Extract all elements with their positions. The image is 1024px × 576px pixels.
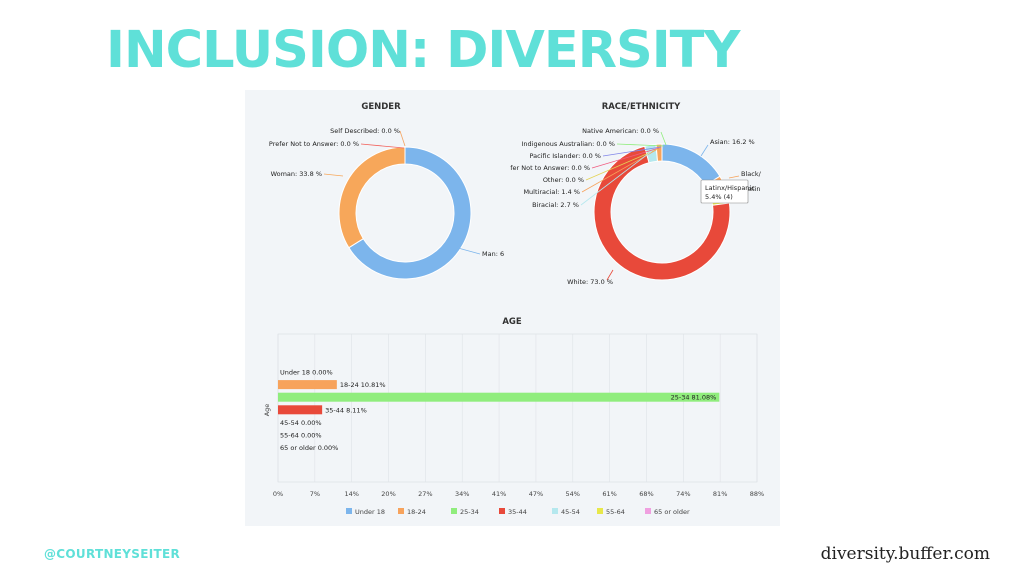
race-slice [655, 143, 663, 162]
age-bar-data-label: 65 or older 0.00% [280, 444, 338, 452]
age-y-axis-label: Age [263, 404, 271, 417]
tooltip-title: Latinx/Hispanic [705, 184, 755, 192]
race-leader-line [616, 143, 665, 147]
age-bar [278, 380, 337, 390]
charts-panel: GENDER Self Described: 0.0 % Prefer Not to… [245, 90, 780, 526]
age-bar-data-label: 55-64 0.00% [280, 432, 322, 440]
charts-svg: GENDER Self Described: 0.0 % Prefer Not to… [263, 102, 764, 516]
gender-slice-label: Man: 6 [482, 250, 504, 258]
age-bar-data-label: 18-24 10.81% [340, 381, 386, 389]
age-x-tick-label: 7% [310, 490, 320, 498]
age-x-tick-label: 81% [713, 490, 727, 498]
gender-leader-line [360, 143, 405, 149]
race-slice-label: Other: 0.0 % [543, 176, 584, 184]
age-legend-swatch [499, 508, 505, 514]
gender-leader-line [323, 173, 344, 177]
race-slice-label: Pacific Islander: 0.0 % [530, 152, 601, 160]
race-slice [593, 145, 731, 281]
age-legend-item: 35-44 [508, 508, 527, 516]
race-leader-line [728, 175, 740, 179]
author-handle: @COURTNEYSEITER [44, 547, 180, 561]
age-x-tick-label: 0% [273, 490, 283, 498]
age-x-tick-label: 34% [455, 490, 469, 498]
age-bar-data-label: 35-44 8.11% [325, 406, 367, 414]
race-slice-label-clipped: atin [748, 185, 760, 193]
age-x-tick-label: 54% [566, 490, 580, 498]
race-leader-line [700, 144, 709, 157]
gender-slice-label: Self Described: 0.0 % [330, 127, 400, 135]
age-legend-item: Under 18 [355, 508, 385, 516]
age-legend-swatch [451, 508, 457, 514]
gender-slice-label: Prefer Not to Answer: 0.0 % [269, 140, 359, 148]
race-slice-label: Asian: 16.2 % [710, 138, 755, 146]
race-chart-title: RACE/ETHNICITY [602, 102, 681, 112]
gender-slice [338, 146, 406, 249]
age-x-tick-label: 61% [602, 490, 616, 498]
age-x-tick-label: 27% [418, 490, 432, 498]
age-legend-item: 45-54 [561, 508, 580, 516]
age-x-tick-label: 20% [381, 490, 395, 498]
age-bar-data-label: Under 18 0.00% [280, 369, 333, 377]
age-legend-swatch [597, 508, 603, 514]
gender-leader-line [399, 130, 406, 147]
age-x-tick-label: 68% [639, 490, 653, 498]
race-leader-line [585, 148, 659, 181]
race-slice [661, 143, 721, 186]
race-leader-line [580, 150, 653, 206]
gender-slice [348, 146, 472, 280]
age-x-tick-label: 47% [529, 490, 543, 498]
age-legend-swatch [645, 508, 651, 514]
age-chart-title: AGE [502, 317, 522, 327]
age-legend-item: 65 or older [654, 508, 690, 516]
age-legend-swatch [346, 508, 352, 514]
age-x-tick-label: 14% [344, 490, 358, 498]
gender-leader-line [457, 247, 481, 255]
age-legend-swatch [398, 508, 404, 514]
race-leader-line [591, 147, 660, 169]
age-bar-data-label: 45-54 0.00% [280, 419, 322, 427]
slide-title: INCLUSION: DIVERSITY [106, 21, 740, 80]
race-slice-label: Multiracial: 1.4 % [523, 188, 580, 196]
race-slice-label: Biracial: 2.7 % [532, 201, 579, 209]
race-slice-label: White: 73.0 % [567, 278, 613, 286]
tooltip-value: 5.4% (4) [705, 193, 733, 201]
age-legend-item: 55-64 [606, 508, 625, 516]
age-legend-swatch [552, 508, 558, 514]
race-slice-label: Indigenous Australian: 0.0 % [522, 140, 615, 148]
age-legend-item: 25-34 [460, 508, 479, 516]
race-leader-line [602, 146, 662, 157]
race-slice-label: fer Not to Answer: 0.0 % [510, 164, 590, 172]
race-leader-line [606, 269, 614, 281]
race-leader-line [660, 131, 667, 146]
age-x-tick-label: 88% [750, 490, 764, 498]
tooltip-box [700, 179, 749, 204]
gender-slice-label: Woman: 33.8 % [271, 170, 322, 178]
age-bar [278, 392, 720, 402]
age-x-tick-label: 74% [676, 490, 690, 498]
site-url[interactable]: diversity.buffer.com [820, 544, 990, 564]
age-x-tick-label: 41% [492, 490, 506, 498]
race-slice-label: Black/ [741, 170, 762, 178]
gender-chart-title: GENDER [361, 102, 401, 112]
age-bar [278, 405, 323, 415]
age-legend-item: 18-24 [407, 508, 426, 516]
race-slice-label: Native American: 0.0 % [582, 127, 659, 135]
age-bar-data-label: 25-34 81.08% [671, 394, 717, 402]
